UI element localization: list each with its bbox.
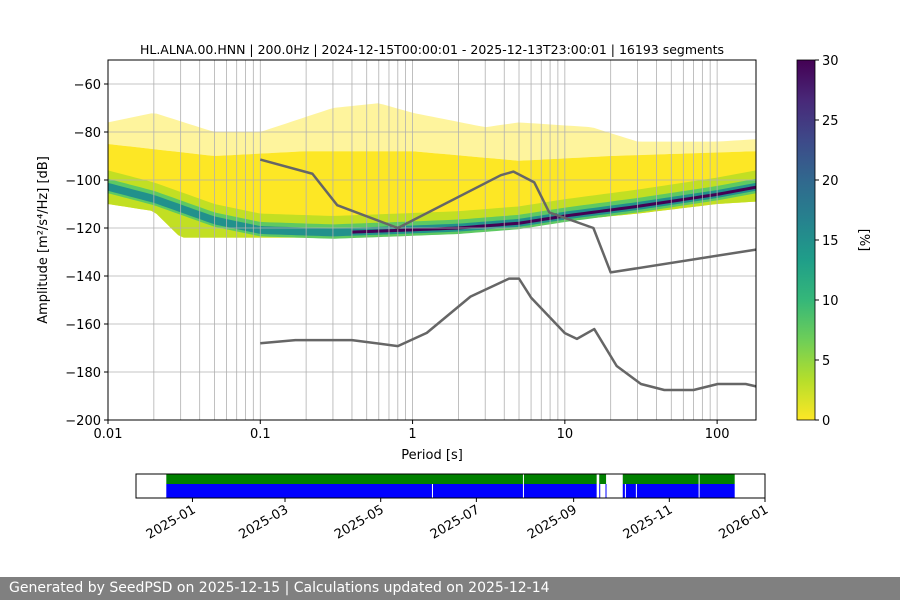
timeline-tick-label: 2025-07 xyxy=(428,502,483,542)
availability-segment-blue xyxy=(605,484,607,498)
availability-segment-blue xyxy=(622,484,625,498)
colorbar-label: [%] xyxy=(856,229,871,252)
chart-title: HL.ALNA.00.HNN | 200.0Hz | 2024-12-15T00… xyxy=(140,42,724,57)
noise-model-nlnm xyxy=(260,277,757,392)
x-axis-label: Period [s] xyxy=(401,448,463,463)
colorbar-tick-label: 5 xyxy=(822,354,830,369)
data-availability-timeline: 2025-01 2025-03 2025-05 2025-07 2025-09 2025-… xyxy=(135,473,771,543)
availability-segment-blue xyxy=(699,484,735,498)
ppsd-plot: 0.01 0.1 1 10 100 −200 −180 −160 −140 −120 −100 −80… xyxy=(36,42,757,463)
availability-segment-blue xyxy=(625,484,636,498)
availability-segment-green xyxy=(622,474,699,484)
colorbar-tick-label: 10 xyxy=(822,294,839,309)
plot-frame xyxy=(107,59,757,421)
x-tick-label: 10 xyxy=(557,427,574,442)
timeline-tick-label: 2026-01 xyxy=(716,502,771,542)
pdf-mid-density-band xyxy=(108,178,756,239)
y-tick-label: −120 xyxy=(65,222,101,237)
x-tick-label: 0.01 xyxy=(94,427,123,442)
pdf-low-density-band xyxy=(108,170,756,238)
availability-segment-green xyxy=(699,474,735,484)
y-tick-label: −60 xyxy=(74,78,101,93)
timeline-frame xyxy=(135,473,766,499)
y-tick-label: −180 xyxy=(65,366,101,381)
colorbar-tick-label: 30 xyxy=(822,54,839,69)
colorbar-tick-label: 15 xyxy=(822,234,839,249)
y-tick-label: −100 xyxy=(65,174,101,189)
availability-segment-blue xyxy=(599,484,601,498)
x-tick-label: 100 xyxy=(705,427,730,442)
availability-segment-blue xyxy=(166,484,432,498)
availability-segment-green xyxy=(599,474,607,484)
footer-text: Generated by SeedPSD on 2025-12-15 | Cal… xyxy=(0,577,900,600)
colorbar-tick-label: 0 xyxy=(822,414,830,429)
noise-model-nhnm xyxy=(259,158,757,274)
y-tick-label: −80 xyxy=(74,126,101,141)
y-tick-label: −200 xyxy=(65,414,101,429)
colorbar-tick-label: 25 xyxy=(822,114,839,129)
y-axis-label: Amplitude [m²/s⁴/Hz] [dB] xyxy=(36,156,51,324)
timeline-tick-label: 2025-05 xyxy=(332,502,387,542)
x-tick-label: 1 xyxy=(408,427,416,442)
pdf-high-density-band xyxy=(108,182,756,237)
colorbar: 0 5 10 15 20 25 30 [%] xyxy=(796,54,871,429)
pdf-mode-line xyxy=(351,185,757,234)
timeline-tick-label: 2025-09 xyxy=(525,502,580,542)
timeline-tick-label: 2025-11 xyxy=(621,502,676,542)
availability-segment-blue xyxy=(432,484,523,498)
colorbar-bar xyxy=(796,59,816,421)
availability-segment-blue xyxy=(636,484,699,498)
y-tick-label: −160 xyxy=(65,318,101,333)
timeline-tick-label: 2025-03 xyxy=(236,502,291,542)
availability-segment-green xyxy=(523,474,597,484)
x-tick-label: 0.1 xyxy=(250,427,271,442)
timeline-tick-label: 2025-01 xyxy=(144,502,199,542)
y-tick-label: −140 xyxy=(65,270,101,285)
availability-segment-green xyxy=(166,474,523,484)
availability-segment-blue xyxy=(523,484,597,498)
colorbar-tick-label: 20 xyxy=(822,174,839,189)
